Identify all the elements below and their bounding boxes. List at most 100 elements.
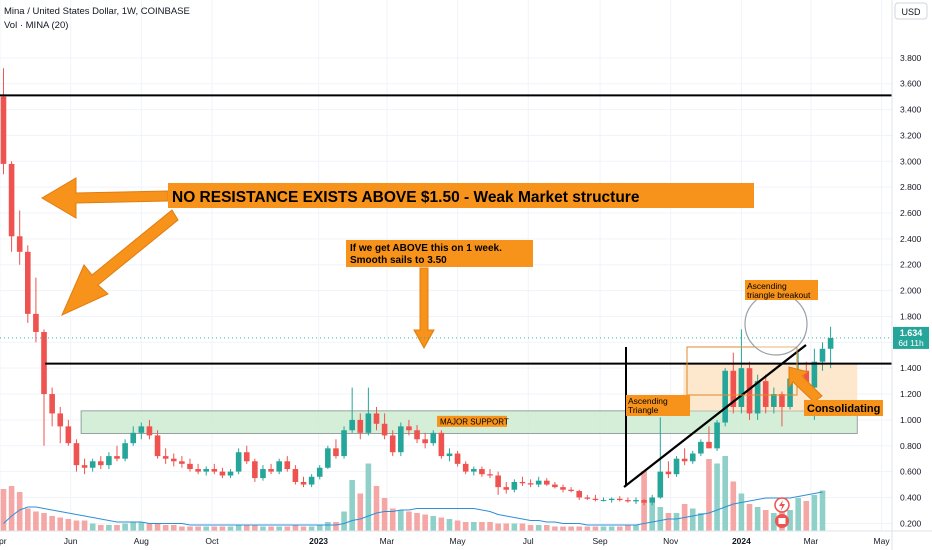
volume-bar bbox=[122, 523, 128, 531]
time-axis[interactable]: Apr Jun Aug Oct 2023 Mar May Jul Sep Nov 2024 Mar Ma… bbox=[0, 530, 932, 546]
volume-bar bbox=[438, 517, 445, 531]
volume-bar bbox=[495, 523, 501, 531]
candle bbox=[762, 374, 769, 414]
candle bbox=[576, 489, 583, 501]
volume-bar bbox=[170, 525, 177, 531]
candle bbox=[722, 368, 728, 427]
volume-bar bbox=[454, 520, 461, 531]
arrow-to-lower-candle bbox=[61, 209, 179, 316]
candle-body bbox=[211, 469, 218, 472]
candle-body bbox=[584, 497, 591, 499]
volume-bar bbox=[300, 526, 307, 531]
banner-text: NO RESISTANCE EXISTS ABOVE $1.50 - Weak … bbox=[172, 189, 640, 206]
volume-moving-average-line bbox=[3, 491, 823, 526]
candle bbox=[446, 448, 453, 462]
candle bbox=[406, 419, 412, 436]
volume-bar bbox=[252, 525, 258, 531]
volume-bar bbox=[325, 522, 331, 531]
y-tick-label: 0.600 bbox=[900, 467, 922, 477]
candle-body bbox=[803, 370, 810, 388]
candle bbox=[681, 448, 688, 466]
volume-bar bbox=[689, 508, 696, 531]
consolidating-box bbox=[804, 400, 883, 416]
volume-bar bbox=[519, 523, 526, 531]
candle-body bbox=[568, 489, 574, 492]
volume-bar bbox=[625, 525, 631, 531]
volume-bar bbox=[33, 511, 39, 531]
x-tick-label: Mar bbox=[804, 536, 819, 546]
symbol-legend[interactable]: Mina / United States Dollar, 1W, COINBAS… bbox=[4, 6, 190, 17]
candle bbox=[519, 476, 526, 486]
lightning-icon[interactable] bbox=[774, 497, 790, 513]
candle-body bbox=[389, 435, 396, 453]
candle bbox=[779, 391, 785, 427]
candle bbox=[430, 430, 437, 446]
x-tick-label: May bbox=[450, 536, 467, 546]
volume-bar bbox=[365, 463, 372, 531]
volume-bar bbox=[276, 526, 282, 531]
volume-bar bbox=[381, 498, 388, 531]
candle bbox=[552, 481, 558, 489]
candle bbox=[203, 466, 210, 476]
condition-box bbox=[346, 240, 533, 267]
candle bbox=[511, 479, 518, 493]
candle-body bbox=[170, 458, 177, 462]
candle bbox=[357, 413, 364, 440]
triangle-support-line bbox=[623, 344, 807, 488]
volume-bar bbox=[608, 526, 615, 531]
volume-bar bbox=[584, 526, 591, 531]
breakout-line-1: Ascending bbox=[747, 281, 787, 291]
candle bbox=[268, 463, 274, 475]
last-price-label: 1.634 6d 11h bbox=[893, 326, 929, 349]
candle-body bbox=[730, 370, 737, 407]
candle-body bbox=[771, 394, 777, 407]
candle-body bbox=[462, 463, 469, 472]
volume-bar bbox=[389, 508, 396, 531]
calendar-icon[interactable] bbox=[775, 514, 789, 528]
candle bbox=[471, 466, 477, 476]
candle-body bbox=[681, 458, 688, 462]
candle-body bbox=[138, 426, 145, 433]
candle bbox=[381, 413, 388, 440]
candle bbox=[673, 456, 680, 477]
price-candles[interactable] bbox=[0, 68, 834, 506]
currency-badge[interactable]: USD bbox=[894, 2, 928, 20]
volume-bar bbox=[211, 526, 218, 531]
volume-legend[interactable]: Vol · MINA (20) bbox=[4, 20, 68, 31]
condition-text-line-1: If we get ABOVE this on 1 week. bbox=[350, 243, 502, 254]
candle-body bbox=[487, 474, 493, 476]
price-axis[interactable]: 3.800 3.600 3.400 3.200 3.000 2.800 2.600 2.400… bbox=[891, 0, 922, 550]
candle-body bbox=[543, 480, 550, 485]
major-support-label: MAJOR SUPPORT bbox=[440, 417, 509, 426]
candle-body bbox=[673, 458, 680, 475]
candle bbox=[341, 426, 347, 459]
candle-body bbox=[179, 461, 185, 464]
candle bbox=[349, 387, 355, 433]
candle-body bbox=[106, 456, 112, 466]
candle bbox=[738, 329, 745, 414]
volume-bar bbox=[179, 526, 185, 531]
candle bbox=[495, 471, 501, 495]
volume-bar bbox=[657, 507, 664, 531]
x-tick-label: 2024 bbox=[732, 536, 751, 546]
candle bbox=[8, 161, 15, 252]
candle bbox=[365, 387, 372, 436]
volume-bar bbox=[89, 523, 96, 531]
candle-body bbox=[698, 441, 704, 454]
volume-bar bbox=[308, 526, 315, 531]
candle-body bbox=[284, 461, 291, 470]
y-tick-label: 0.800 bbox=[900, 441, 922, 451]
volume-bar bbox=[203, 526, 210, 531]
volume-bar bbox=[706, 459, 712, 531]
volume-bar bbox=[819, 490, 826, 531]
candle-body bbox=[81, 465, 88, 468]
volume-bar bbox=[803, 501, 810, 531]
candle-body bbox=[130, 432, 137, 444]
candle bbox=[114, 445, 120, 462]
volume-bar bbox=[511, 523, 518, 531]
volume-bar bbox=[673, 513, 680, 531]
candle bbox=[422, 432, 428, 449]
candle bbox=[219, 467, 226, 479]
candle-body bbox=[8, 163, 15, 237]
